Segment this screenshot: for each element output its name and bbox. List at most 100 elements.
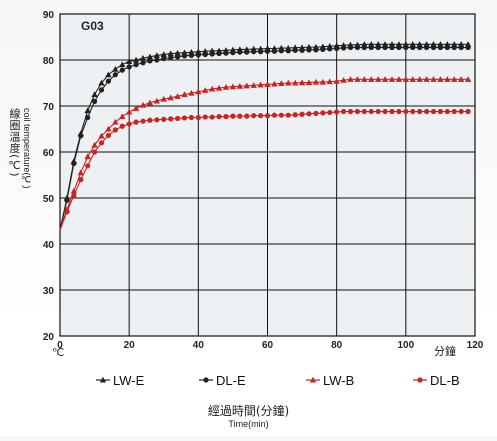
series-point-lw-e [402,41,410,47]
series-point-lw-b [91,141,98,148]
series-point-lw-e [84,107,91,114]
series-point-lw-b [340,77,347,83]
series-point-dl-b [278,112,284,118]
series-point-dl-b [347,108,354,115]
series-point-lw-e [153,52,161,58]
legend-marker-dl-b [417,377,423,383]
series-point-dl-b [340,108,347,115]
series-point-dl-b [244,113,250,119]
series-point-dl-e [320,46,326,53]
series-point-dl-e [223,50,229,56]
series-point-lw-e [437,41,444,47]
series-point-lw-b [195,88,202,95]
series-point-dl-e [278,48,284,54]
series-point-dl-e [161,56,167,62]
y-tick-label: 80 [43,56,55,67]
series-point-lw-b [416,76,423,82]
series-point-lw-b [312,78,320,85]
series-point-lw-b [354,76,361,82]
series-point-lw-b [125,108,133,115]
series-point-lw-e [195,48,202,55]
legend-label-dl-b: DL-B [430,373,460,388]
series-point-dl-b [465,108,471,115]
series-point-dl-e [313,47,319,53]
chart-title: G03 [81,19,104,33]
series-point-lw-e [146,53,154,60]
series-point-dl-b [98,140,105,146]
series-point-lw-b [291,79,299,86]
series-point-lw-b [215,84,223,91]
series-point-lw-e [361,41,368,47]
series-point-dl-b [251,113,257,119]
series-point-dl-e [306,47,312,53]
series-point-dl-b [119,123,125,129]
series-point-lw-b [333,77,340,84]
series-point-lw-b [271,80,278,87]
series-point-dl-b [237,113,243,119]
series-point-dl-e [140,60,146,66]
series-point-dl-b [444,108,450,115]
series-point-dl-b [105,132,112,139]
series-point-lw-b [278,80,285,87]
series-point-dl-e [64,197,70,203]
series-point-dl-b [313,110,319,116]
series-point-dl-e [430,44,437,51]
series-point-dl-b [306,111,312,117]
series-point-dl-b [161,116,167,122]
legend-label-lw-b: LW-B [323,373,354,388]
series-point-lw-b [105,125,112,132]
series-point-dl-e [285,48,291,54]
series-point-dl-e [105,78,112,84]
y-axis-label-cn: 線圈溫度(℃) [8,108,21,178]
x-tick-label: 80 [331,340,343,351]
series-point-lw-b [388,76,396,82]
series-point-dl-e [251,49,257,55]
series-point-dl-e [340,45,347,51]
series-point-dl-e [230,50,236,56]
series-point-lw-b [236,83,244,89]
series-point-lw-b [167,94,174,101]
series-point-lw-b [430,76,437,82]
series-point-lw-b [264,81,271,87]
series-point-lw-b [139,101,147,108]
series-point-dl-b [354,108,361,115]
y-tick-label: 50 [43,194,55,205]
series-point-dl-b [209,114,215,120]
series-point-lw-e [125,58,133,64]
series-point-dl-b [292,112,298,118]
series-point-dl-e [327,46,333,52]
x-tick-label: 0 [57,340,63,351]
series-point-lw-b [395,76,403,82]
series-point-lw-b [402,76,410,82]
series-point-dl-e [112,72,118,78]
series-point-dl-b [64,209,70,215]
series-point-lw-e [430,41,437,47]
series-point-lw-b [374,76,382,82]
series-point-dl-e [216,50,222,57]
series-point-dl-b [216,113,222,120]
x-tick-label: 60 [262,340,274,351]
series-point-dl-e [403,44,409,51]
series-point-lw-e [202,48,209,54]
y-unit-label: ℃ [52,347,65,359]
series-point-dl-b [140,118,146,124]
series-point-dl-e [181,53,188,59]
legend-marker-lw-b [309,376,317,383]
series-point-dl-b [91,149,98,155]
series-point-lw-e [188,48,195,55]
series-point-lw-b [84,153,91,160]
legend-marker-lw-e [99,376,107,383]
series-point-dl-e [71,160,77,167]
series-point-dl-b [133,119,139,125]
series-point-dl-b [382,108,388,115]
series-point-dl-b [264,113,271,119]
series-point-dl-b [423,108,430,115]
legend-label-lw-e: LW-E [113,373,145,388]
series-point-dl-b [271,112,278,118]
series-point-dl-e [389,44,395,51]
series-point-lw-b [153,97,161,104]
series-point-dl-e [257,49,264,55]
series-point-lw-b [174,93,181,99]
series-point-dl-e [98,87,105,93]
